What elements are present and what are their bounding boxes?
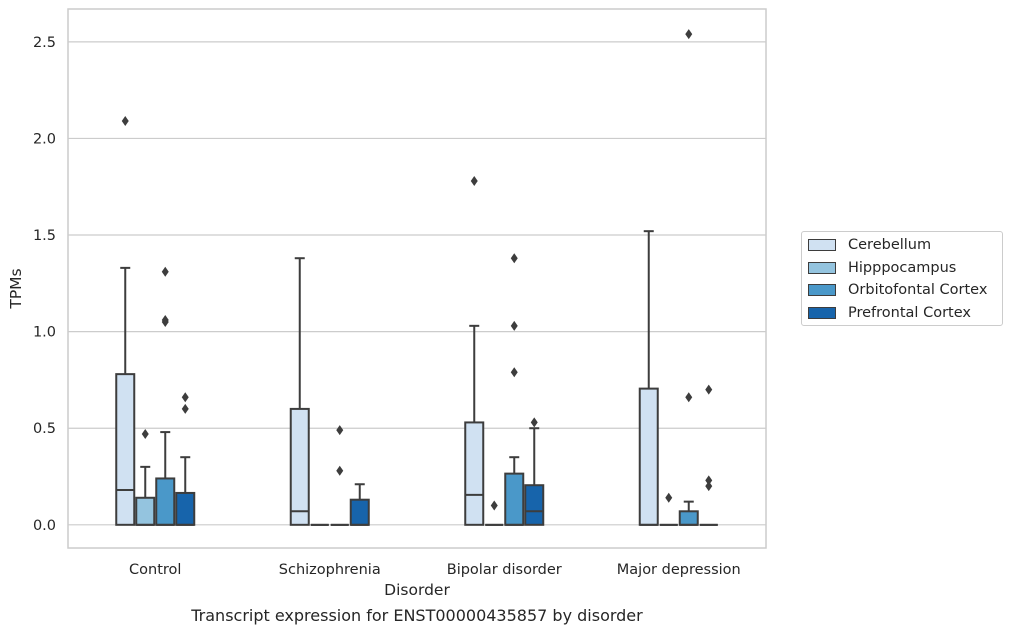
legend-label: Orbitofontal Cortex xyxy=(848,282,988,298)
x-tick-label: Schizophrenia xyxy=(279,562,381,578)
y-axis-label: TPMs xyxy=(7,268,25,309)
outlier-point xyxy=(705,384,713,395)
plot-frame xyxy=(67,8,767,549)
outlier-point xyxy=(181,403,189,414)
box xyxy=(349,498,370,526)
outlier-point xyxy=(181,392,189,403)
box xyxy=(638,387,659,526)
y-tick-label: 1.0 xyxy=(33,325,56,341)
y-tick-label: 0.5 xyxy=(33,421,56,437)
box xyxy=(464,421,485,526)
box xyxy=(155,477,176,526)
box xyxy=(289,407,310,526)
outlier-point xyxy=(141,429,149,440)
legend-item: Orbitofontal Cortex xyxy=(808,280,987,300)
outlier-point xyxy=(530,417,538,428)
outlier-point xyxy=(121,116,129,127)
outlier-point xyxy=(336,465,344,476)
outlier-point xyxy=(510,320,518,331)
y-tick-label: 2.5 xyxy=(33,35,56,51)
legend-label: Cerebellum xyxy=(848,237,932,253)
legend-swatch xyxy=(808,306,836,319)
outlier-point xyxy=(685,392,693,403)
x-axis-label: Disorder xyxy=(384,581,450,599)
outlier-point xyxy=(705,481,713,492)
outlier-point xyxy=(161,315,169,326)
legend-label: Prefrontal Cortex xyxy=(848,304,971,321)
outlier-point xyxy=(336,425,344,436)
box xyxy=(678,510,699,526)
legend-item: Hipppocampus xyxy=(808,258,956,278)
y-tick-label: 0.0 xyxy=(33,518,56,534)
box xyxy=(115,373,136,526)
x-tick-label: Major depression xyxy=(617,562,741,578)
legend: Cerebellum Hipppocampus Orbitofontal Corte… xyxy=(801,231,1003,326)
legend-item: Prefrontal Cortex xyxy=(808,303,971,323)
outlier-point xyxy=(685,29,693,40)
x-tick-label: Control xyxy=(129,562,181,578)
box xyxy=(524,484,545,526)
legend-swatch xyxy=(808,239,836,251)
outlier-point xyxy=(510,253,518,264)
box xyxy=(135,496,156,526)
outlier-point xyxy=(705,475,713,486)
y-tick-label: 2.0 xyxy=(33,131,56,147)
outlier-point xyxy=(490,500,498,511)
outlier-point xyxy=(665,492,673,503)
x-tick-label: Bipolar disorder xyxy=(447,562,562,578)
box xyxy=(175,491,196,526)
legend-label: Hipppocampus xyxy=(848,259,957,276)
outlier-point xyxy=(510,367,518,378)
y-tick-label: 1.5 xyxy=(33,228,56,244)
outlier-point xyxy=(470,175,478,186)
legend-swatch xyxy=(808,284,836,296)
outlier-point xyxy=(161,266,169,277)
box xyxy=(504,472,525,526)
legend-item: Cerebellum xyxy=(808,235,931,255)
legend-swatch xyxy=(808,261,836,274)
figure-caption: Transcript expression for ENST0000043585… xyxy=(191,606,643,625)
